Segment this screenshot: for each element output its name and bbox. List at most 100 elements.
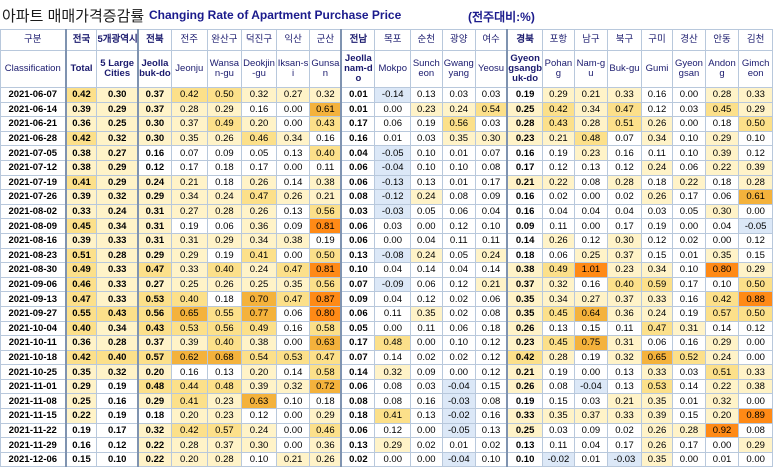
value-cell: 0.13 xyxy=(410,174,443,191)
value-cell: 0.39 xyxy=(241,378,277,395)
value-cell: 0.30 xyxy=(136,130,172,147)
value-cell: 0.16 xyxy=(96,393,139,410)
value-cell: 0.18 xyxy=(309,393,342,410)
value-cell: 0.10 xyxy=(275,393,311,410)
value-cell: 0.31 xyxy=(170,232,208,249)
value-cell: 0.21 xyxy=(542,130,575,147)
value-cell: 0.26 xyxy=(506,320,544,337)
value-cell: 0.35 xyxy=(506,291,544,307)
col-header-kr: 광양 xyxy=(441,29,477,51)
title-bar: 아파트 매매가격증감률 Changing Rate of Apartment P… xyxy=(0,0,773,30)
value-cell: 0.22 xyxy=(64,408,98,424)
value-cell: 0.34 xyxy=(170,189,208,205)
row-date: 2021-07-19 xyxy=(0,174,67,191)
value-cell: 0.04 xyxy=(374,262,412,278)
value-cell: 0.31 xyxy=(672,320,706,337)
value-cell: 0.29 xyxy=(64,378,98,395)
value-cell: 0.25 xyxy=(506,422,544,439)
header-row-english: Classification Total 5 Large Cities Jeollab… xyxy=(0,50,773,88)
row-date: 2021-11-22 xyxy=(0,422,67,439)
value-cell: 0.03 xyxy=(441,87,477,103)
value-cell: 0.02 xyxy=(340,451,376,467)
value-cell: 0.06 xyxy=(704,189,740,205)
value-cell: 0.29 xyxy=(136,247,172,264)
row-date: 2021-09-13 xyxy=(0,291,67,307)
value-cell: 0.16 xyxy=(410,393,443,410)
value-cell: 0.18 xyxy=(206,174,243,191)
value-cell: -0.12 xyxy=(374,189,412,205)
value-cell: 0.32 xyxy=(309,87,342,103)
value-cell: 0.34 xyxy=(640,262,674,278)
value-cell: 0.04 xyxy=(374,291,412,307)
value-cell: 0.19 xyxy=(542,364,575,380)
row-date: 2021-07-12 xyxy=(0,159,67,176)
header-row-korean: 구분 전국 5개광역시 전북 전주 완산구 덕진구 익산 군산 전남 목포 순천 광양 여수 경북 포항 남구 북… xyxy=(0,29,773,51)
value-cell: 0.22 xyxy=(704,378,740,395)
value-cell: 0.08 xyxy=(475,159,508,176)
value-cell: 0.56 xyxy=(309,203,342,220)
value-cell: 0.29 xyxy=(96,174,139,191)
value-cell: 0.19 xyxy=(64,422,98,439)
value-cell: 0.28 xyxy=(96,247,139,264)
value-cell: 0.17 xyxy=(340,335,376,351)
value-cell: 0.36 xyxy=(607,305,642,322)
table-row: 2021-11-01 0.29 0.19 0.48 0.44 0.48 0.39 0.32 0.… xyxy=(0,378,773,395)
value-cell: -0.04 xyxy=(573,378,609,395)
table-row: 2021-08-09 0.45 0.34 0.31 0.19 0.06 0.36 0.09 0.… xyxy=(0,218,773,234)
value-cell: 0.24 xyxy=(640,159,674,176)
value-cell: 0.13 xyxy=(410,87,443,103)
value-cell: 0.51 xyxy=(607,116,642,132)
value-cell: 0.16 xyxy=(136,145,172,161)
value-cell: 0.10 xyxy=(672,130,706,147)
value-cell: 0.10 xyxy=(410,145,443,161)
value-cell: 0.09 xyxy=(573,422,609,439)
value-cell: 0.06 xyxy=(640,335,674,351)
value-cell: 0.25 xyxy=(241,276,277,293)
value-cell: 0.06 xyxy=(206,218,243,234)
value-cell: 0.07 xyxy=(607,130,642,147)
value-cell: 0.06 xyxy=(275,305,311,322)
value-cell: 0.10 xyxy=(410,159,443,176)
value-cell: 0.02 xyxy=(441,349,477,366)
value-cell: 0.40 xyxy=(170,291,208,307)
value-cell: 0.05 xyxy=(410,203,443,220)
value-cell: -0.08 xyxy=(374,247,412,264)
value-cell: 0.14 xyxy=(410,262,443,278)
col-header-kr: 군산 xyxy=(309,29,342,51)
table-row: 2021-08-30 0.49 0.33 0.47 0.33 0.40 0.24 0.47 0.… xyxy=(0,262,773,278)
value-cell: 0.28 xyxy=(170,101,208,118)
value-cell: 0.41 xyxy=(241,247,277,264)
value-cell: 0.18 xyxy=(704,174,740,191)
value-cell: 0.34 xyxy=(241,232,277,249)
value-cell: 0.03 xyxy=(672,364,706,380)
table-row: 2021-10-04 0.40 0.34 0.43 0.53 0.56 0.49 0.16 0.… xyxy=(0,320,773,337)
value-cell: 0.23 xyxy=(506,335,544,351)
value-cell: 0.08 xyxy=(340,393,376,410)
value-cell: 0.56 xyxy=(441,116,477,132)
value-cell: 0.00 xyxy=(410,451,443,467)
value-cell: 0.20 xyxy=(170,408,208,424)
value-cell: 0.38 xyxy=(309,174,342,191)
value-cell: 0.47 xyxy=(607,101,642,118)
value-cell: 0.00 xyxy=(738,203,773,220)
value-cell: 0.42 xyxy=(64,130,98,147)
row-date: 2021-08-02 xyxy=(0,203,67,220)
value-cell: 0.46 xyxy=(241,130,277,147)
value-cell: 0.37 xyxy=(136,87,172,103)
value-cell: 0.45 xyxy=(542,305,575,322)
value-cell: 0.34 xyxy=(640,130,674,147)
value-cell: 0.26 xyxy=(206,276,243,293)
value-cell: 0.43 xyxy=(309,116,342,132)
value-cell: 0.92 xyxy=(704,422,740,439)
value-cell: 0.16 xyxy=(475,408,508,424)
value-cell: 0.24 xyxy=(475,247,508,264)
value-cell: 0.11 xyxy=(640,145,674,161)
value-cell: 0.16 xyxy=(241,101,277,118)
value-cell: 0.15 xyxy=(672,408,706,424)
value-cell: 0.48 xyxy=(374,335,412,351)
value-cell: -0.09 xyxy=(374,276,412,293)
value-cell: 0.01 xyxy=(340,101,376,118)
value-cell: 0.33 xyxy=(96,291,139,307)
value-cell: 0.30 xyxy=(704,203,740,220)
value-cell: 0.80 xyxy=(309,305,342,322)
